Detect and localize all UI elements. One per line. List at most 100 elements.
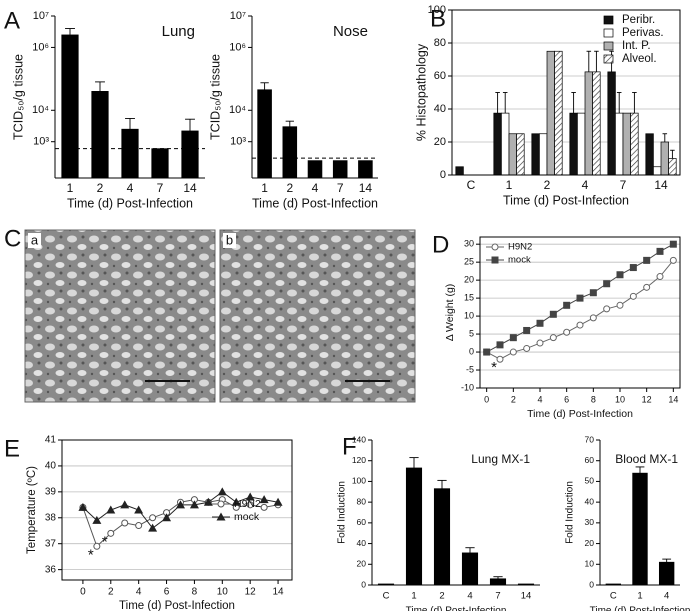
annotation: * [102, 533, 108, 550]
y-axis-label: Temperature (ºC) [26, 466, 38, 554]
point [523, 344, 531, 352]
point [93, 542, 101, 550]
x-tick-label: 12 [642, 394, 652, 404]
scale-bar [145, 380, 190, 382]
point [549, 310, 557, 318]
y-tick-label: 0 [469, 346, 474, 356]
legend-swatch [603, 28, 614, 38]
y-tick-label: 10 [464, 310, 474, 320]
x-axis-label: Time (d) Post-Infection [406, 606, 507, 611]
bar [577, 112, 586, 176]
legend-swatch [603, 54, 614, 64]
annotation: * [88, 546, 94, 563]
bar [489, 578, 507, 586]
point [496, 355, 504, 363]
y-tick-label: 80 [434, 37, 446, 49]
x-tick-label: 14 [654, 178, 668, 192]
x-axis-label: Time (d) Post-Infection [527, 408, 633, 420]
micrograph [24, 229, 216, 403]
point [260, 503, 268, 511]
point [121, 519, 129, 527]
x-tick-label: C [610, 591, 617, 602]
bar [658, 561, 675, 586]
y-tick-label: 15 [464, 292, 474, 302]
legend-label: Perivas. [622, 27, 664, 39]
point [245, 492, 255, 501]
bar [121, 128, 139, 179]
plot-frame [451, 9, 681, 176]
y-tick-label: 10 [585, 559, 595, 569]
point [483, 348, 491, 356]
image-label-box [28, 233, 41, 248]
y-tick-label: 40 [357, 538, 367, 548]
x-tick-label: 2 [97, 181, 104, 195]
point [107, 529, 115, 537]
bar [377, 583, 395, 586]
y-tick-label: 20 [434, 136, 446, 148]
point [246, 501, 254, 509]
y-tick-label: 10³ [230, 136, 246, 148]
x-tick-label: C [383, 591, 390, 602]
point [643, 283, 651, 291]
x-tick-label: 14 [521, 591, 532, 602]
point [563, 301, 571, 309]
y-tick-label: 80 [357, 496, 367, 506]
legend-label: Int. P. [622, 40, 651, 52]
point [217, 487, 227, 496]
legend-label: mock [234, 511, 260, 523]
x-tick-label: 4 [537, 394, 542, 404]
x-tick-label: 4 [312, 181, 319, 195]
y-axis-label: Fold Induction [565, 481, 576, 544]
bar [546, 50, 555, 176]
y-tick-label: 30 [464, 239, 474, 249]
legend-marker [216, 512, 226, 521]
bar [257, 89, 272, 179]
y-tick-label: 5 [469, 328, 474, 338]
bar [645, 133, 654, 176]
y-tick-label: 0 [440, 169, 446, 181]
y-tick-label: 40 [45, 461, 57, 472]
image-label: b [226, 232, 233, 247]
plot-frame [479, 236, 681, 389]
chart-title: Lung [162, 23, 195, 40]
y-tick-label: 40 [434, 103, 446, 115]
bar [282, 126, 298, 179]
y-tick-label: 36 [45, 564, 57, 575]
point [589, 289, 597, 297]
y-tick-label: 37 [45, 538, 57, 549]
y-tick-label: 50 [585, 476, 595, 486]
y-axis-label: % Histopathology [414, 43, 428, 141]
legend-marker [217, 500, 225, 508]
bar [332, 160, 348, 179]
bar [501, 112, 510, 176]
point [78, 502, 88, 511]
point [536, 319, 544, 327]
x-tick-label: 14 [272, 587, 284, 598]
point [563, 328, 571, 336]
bar [405, 467, 423, 586]
bar [461, 552, 479, 586]
y-tick-label: 40 [585, 496, 595, 506]
panel-letter: C [4, 225, 21, 252]
bar [493, 112, 502, 176]
legend-label: Peribr. [622, 14, 655, 26]
y-tick-label: 10⁷ [230, 10, 246, 22]
bar [592, 71, 601, 176]
x-tick-label: 1 [637, 591, 642, 602]
y-tick-label: 38 [45, 512, 57, 523]
legend-swatch [603, 15, 614, 25]
x-tick-label: 8 [591, 394, 596, 404]
legend-label: H9N2 [234, 498, 261, 510]
bar [622, 112, 631, 176]
y-tick-label: 140 [352, 434, 366, 444]
panel-letter: A [4, 7, 20, 34]
panel-letter: E [4, 435, 20, 462]
point [669, 256, 677, 264]
x-tick-label: 2 [286, 181, 293, 195]
point [106, 505, 116, 514]
bar [607, 71, 616, 176]
y-tick-label: 60 [434, 70, 446, 82]
x-tick-label: 4 [136, 587, 142, 598]
y-tick-label: 20 [357, 559, 367, 569]
